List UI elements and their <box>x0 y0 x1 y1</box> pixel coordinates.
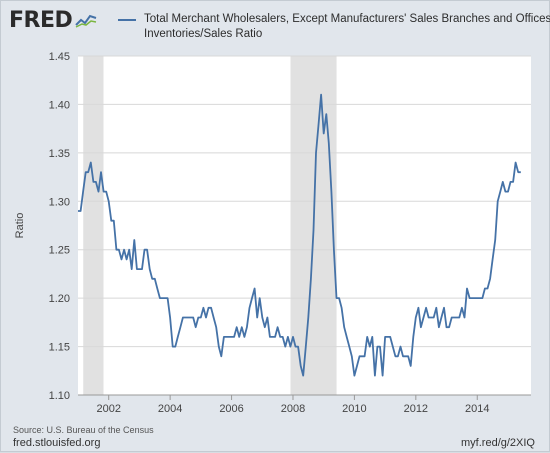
series-line-0 <box>78 93 521 377</box>
y-tick-label: 1.45 <box>49 51 70 63</box>
y-tick-label: 1.15 <box>49 342 70 354</box>
x-tick-label: 2004 <box>158 403 182 415</box>
x-tick-label: 2012 <box>404 403 428 415</box>
y-tick-label: 1.35 <box>49 148 70 160</box>
x-tick-label: 2006 <box>219 403 243 415</box>
y-tick-label: 1.30 <box>49 196 70 208</box>
y-tick-label: 1.40 <box>49 99 70 111</box>
x-tick-label: 2002 <box>96 403 120 415</box>
logo-wordmark: FRED <box>9 7 73 33</box>
legend-label-line1: Total Merchant Wholesalers, Except Manuf… <box>144 13 550 25</box>
site-link[interactable]: fred.stlouisfed.org <box>13 437 101 449</box>
legend: Total Merchant Wholesalers, Except Manuf… <box>118 12 550 42</box>
fred-logo[interactable]: FRED <box>9 7 98 33</box>
y-tick-label: 1.10 <box>49 390 70 402</box>
x-tick-label: 2008 <box>281 403 305 415</box>
source-note: Source: U.S. Bureau of the Census <box>13 425 154 435</box>
legend-label-line2: Inventories/Sales Ratio <box>144 28 263 40</box>
y-axis-label: Ratio <box>14 213 26 239</box>
y-tick-label: 1.20 <box>49 293 70 305</box>
x-tick-label: 2014 <box>465 403 489 415</box>
legend-swatch <box>118 19 136 21</box>
x-tick-label: 2010 <box>342 403 366 415</box>
graph-icon <box>75 12 98 28</box>
recession-band-0 <box>83 56 104 395</box>
short-link[interactable]: myf.red/g/2XIQ <box>461 437 535 449</box>
y-tick-label: 1.25 <box>49 245 70 257</box>
